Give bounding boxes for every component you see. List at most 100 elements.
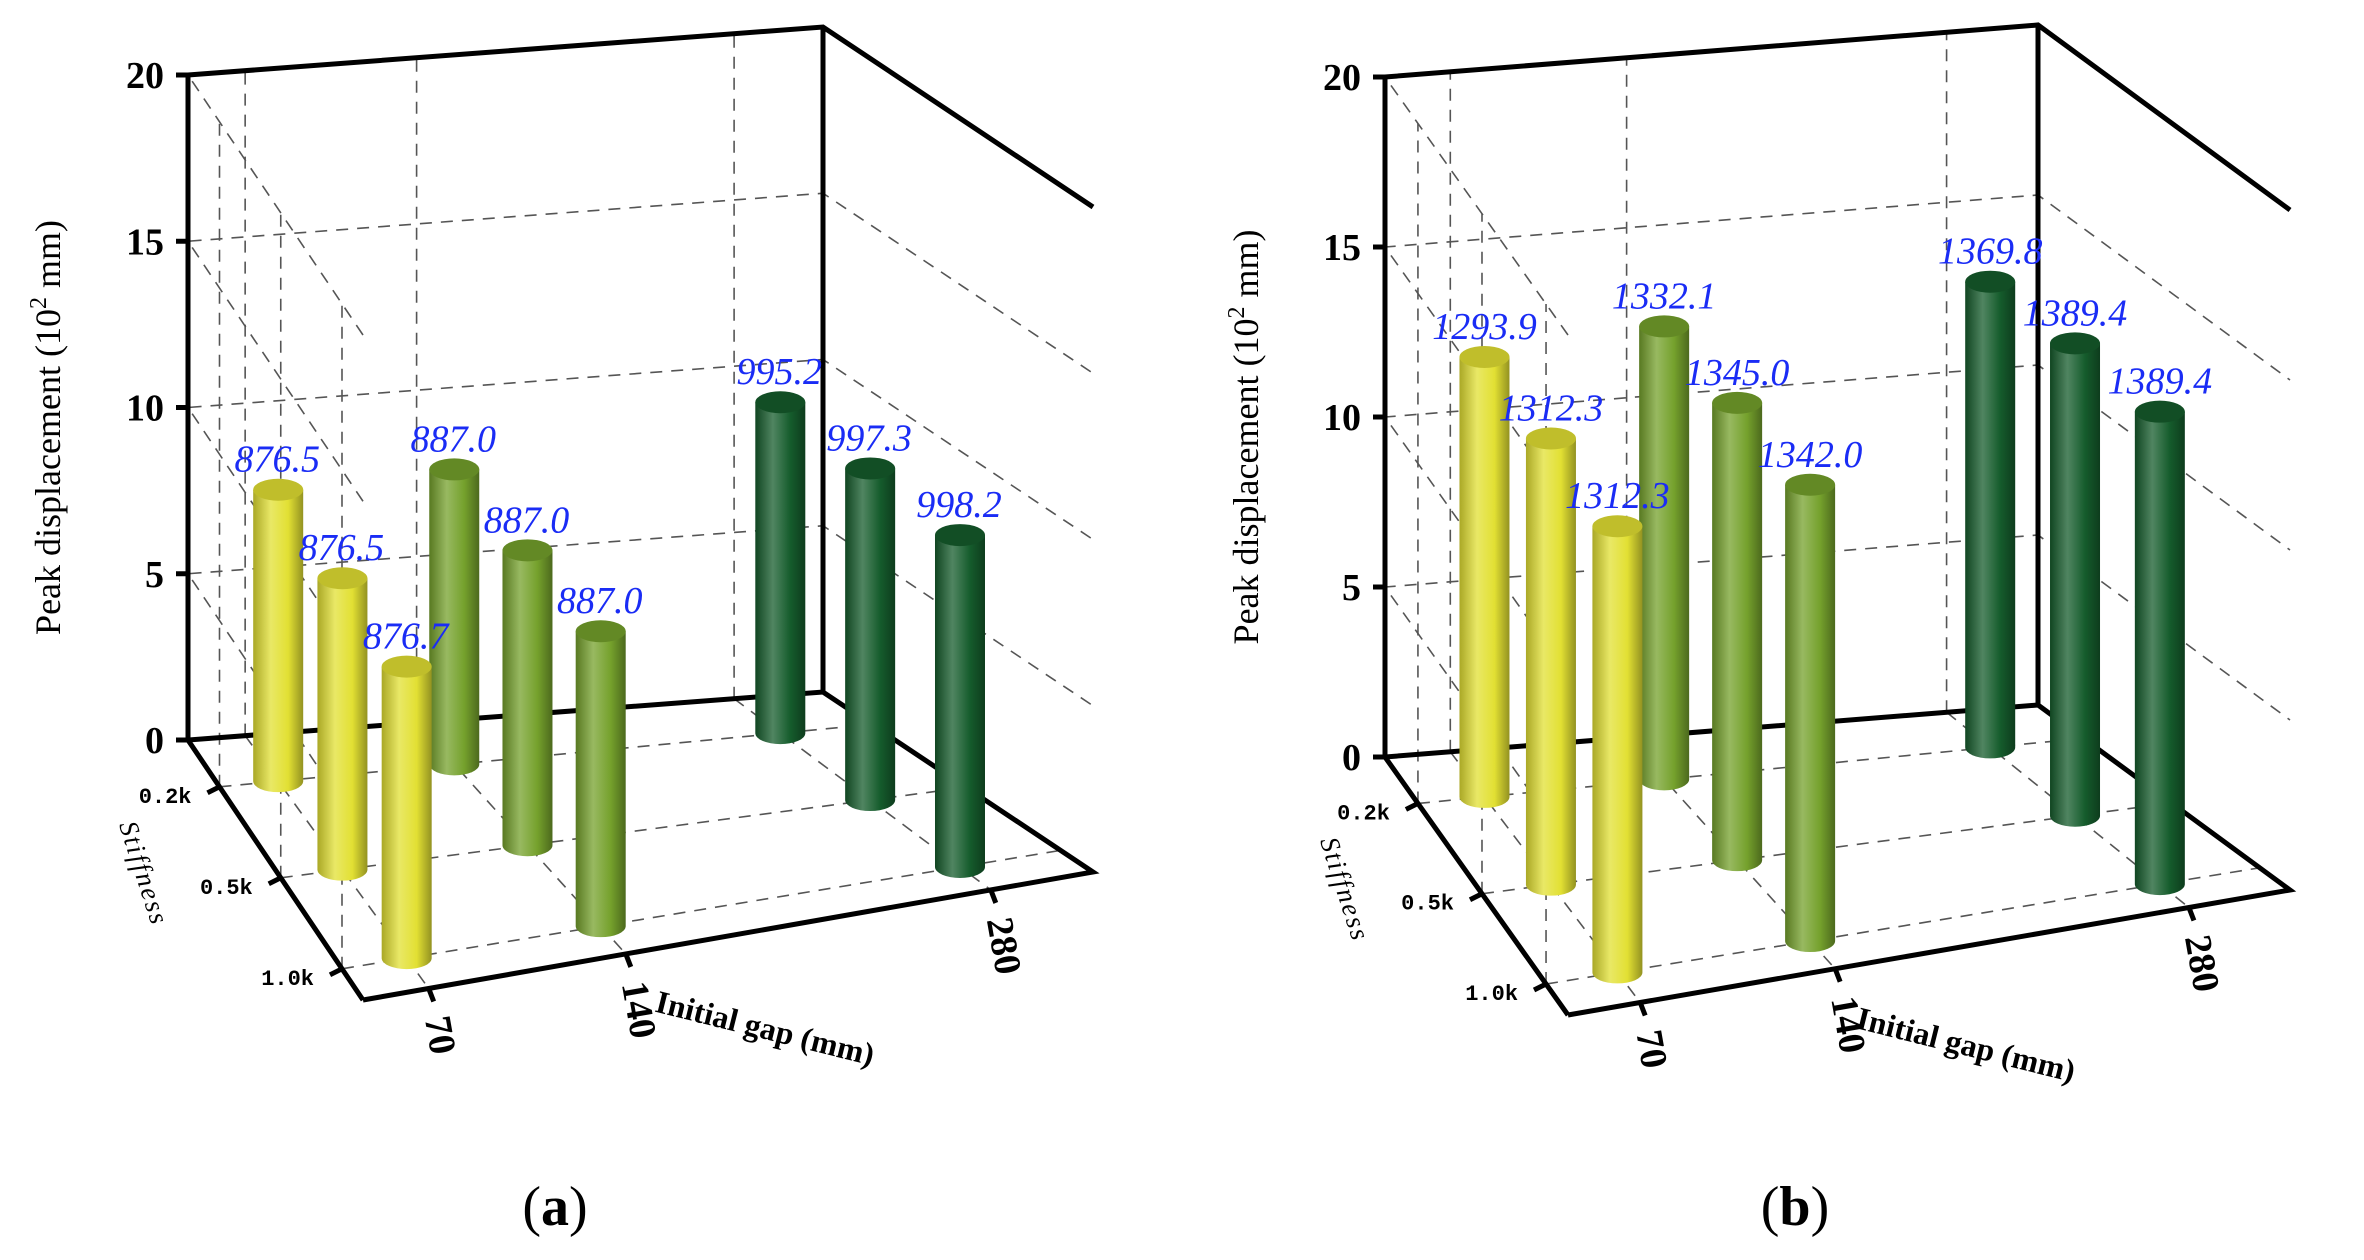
y-tick-label-15: 15	[1323, 227, 1361, 269]
data-label-70-0.5k: 876.5	[299, 527, 385, 569]
bar-cap-70-0.2k	[253, 478, 304, 501]
bar-140-1.0k	[1785, 473, 1836, 953]
data-label-70-1.0k: 876.7	[363, 616, 451, 658]
y-tick-label-20: 20	[1323, 57, 1361, 99]
bar-body-280-1.0k	[934, 535, 985, 878]
z-tick-mark-0	[206, 784, 221, 796]
bar-body-140-0.5k	[1712, 402, 1763, 872]
axis-frame	[176, 24, 1100, 1003]
data-label-280-0.5k: 1389.4	[2023, 292, 2128, 334]
y-title-unit-prefix: (10	[28, 309, 68, 357]
bar-body-70-1.0k	[381, 666, 432, 970]
bar-cap-280-1.0k	[934, 524, 985, 547]
panel-label: (a)	[522, 1176, 587, 1238]
bar-cap-280-0.5k	[2050, 332, 2101, 355]
bar-280-1.0k	[2134, 400, 2185, 896]
data-label-70-0.2k: 876.5	[234, 439, 320, 481]
bar-140-0.2k	[429, 458, 480, 776]
panel-label-letter: a	[541, 1176, 569, 1238]
bar-body-280-0.5k	[845, 468, 896, 812]
bar-body-280-0.2k	[755, 402, 806, 745]
z-tick-label-0.2k: 0.2k	[1337, 801, 1390, 826]
y-gridline-15	[186, 192, 1094, 502]
panel-label-close: )	[1811, 1176, 1830, 1238]
bar-body-140-0.2k	[429, 469, 480, 776]
panel-label-open: (	[1761, 1176, 1780, 1238]
bar-70-0.5k	[317, 567, 368, 881]
data-label-140-1.0k: 887.0	[557, 580, 643, 622]
z-tick-label-0.5k: 0.5k	[1401, 892, 1454, 917]
y-tick-label-10: 10	[126, 388, 164, 430]
bar-140-0.2k	[1639, 315, 1690, 791]
z-tick-label-1.0k: 1.0k	[1465, 982, 1518, 1007]
bar-cap-280-1.0k	[2134, 400, 2185, 423]
bar-cap-140-0.2k	[429, 458, 480, 481]
bar-cap-140-0.5k	[1712, 391, 1763, 414]
bar-280-0.5k	[845, 457, 896, 812]
bar-body-70-0.2k	[1459, 357, 1510, 808]
bar-body-140-1.0k	[1785, 484, 1836, 953]
x-tick-mark-2	[988, 889, 999, 904]
x-axis-title: Initial gap (mm)	[1853, 1000, 2079, 1089]
data-label-280-1.0k: 998.2	[916, 484, 1002, 526]
y-title-main: Peak displacement	[28, 357, 68, 635]
x-tick-mark-2	[2186, 906, 2197, 922]
y-title-unit-suffix: mm)	[28, 220, 68, 297]
bar-280-0.2k	[1965, 270, 2016, 759]
panel-label-open: (	[522, 1176, 541, 1238]
panel-label: (b)	[1761, 1176, 1829, 1238]
x-tick-label-280: 280	[978, 914, 1029, 977]
x-tick-label-140: 140	[613, 978, 664, 1041]
data-labels: 876.5 887.0 995.2 876.5 887.0 997.3 876.7 887.0…	[234, 351, 1001, 657]
bar-body-70-0.5k	[1525, 438, 1576, 896]
x-tick-label-140: 140	[1822, 993, 1873, 1056]
y-tick-label-15: 15	[126, 221, 164, 263]
panel-label-letter: b	[1779, 1176, 1810, 1238]
data-label-280-0.2k: 995.2	[737, 351, 823, 393]
x-tick-label-70: 70	[1627, 1027, 1675, 1072]
z-tick-mark-1	[1468, 891, 1484, 902]
y-title-unit-exp: 2	[26, 297, 52, 309]
z-tick-mark-0	[1404, 801, 1420, 812]
data-label-280-1.0k: 1389.4	[2108, 361, 2213, 403]
chart-panel-b: 0 5 10 15 20 Peak displacement (102 mm) 0.2k 0.…	[1224, 22, 2297, 1238]
bar-70-1.0k	[1592, 515, 1643, 984]
x-tick-mark-1	[1832, 967, 1843, 983]
z-axis-title: Stiffness	[113, 817, 175, 929]
y-tick-label-0: 0	[1342, 737, 1361, 779]
bar-body-140-0.2k	[1639, 326, 1690, 791]
cylinder-bars	[253, 391, 985, 970]
bar-cap-140-1.0k	[575, 620, 626, 643]
z-tick-mark-2	[1532, 981, 1548, 993]
data-labels: 1293.9 1332.1 1369.8 1312.3 1345.0 1389.4 1312…	[1432, 231, 2212, 518]
top-frame	[1384, 22, 2292, 213]
x-tick-mark-1	[623, 953, 634, 968]
y-title-unit-suffix: mm)	[1226, 230, 1266, 307]
bar-body-280-0.5k	[2050, 343, 2101, 827]
data-label-140-0.5k: 887.0	[484, 499, 570, 541]
bar-70-0.2k	[1459, 346, 1510, 808]
z-tick-mark-2	[328, 966, 344, 978]
floor-zgrid-2	[341, 849, 1061, 970]
bar-140-0.5k	[502, 539, 553, 857]
bar-140-1.0k	[575, 620, 626, 938]
x-tick-label-280: 280	[2176, 932, 2227, 995]
bar-cap-140-1.0k	[1785, 473, 1836, 496]
bar-cap-140-0.5k	[502, 539, 553, 562]
floor-zgrid-2	[1545, 867, 2260, 985]
y-tick-label-5: 5	[145, 554, 164, 596]
bar-70-1.0k	[381, 655, 432, 970]
bar-70-0.2k	[253, 478, 304, 793]
y-gridline-20	[186, 26, 1094, 336]
y-gridline-20	[1383, 24, 2291, 336]
x-tick-label-70: 70	[416, 1013, 464, 1058]
bar-cap-140-0.2k	[1639, 315, 1690, 338]
top-frame	[187, 24, 1095, 210]
bar-cap-280-0.2k	[1965, 270, 2016, 293]
z-axis-title: Stiffness	[1314, 833, 1376, 945]
bar-70-0.5k	[1525, 427, 1576, 896]
data-label-140-0.2k: 887.0	[411, 418, 497, 460]
panel-label-close: )	[569, 1176, 588, 1238]
data-label-140-0.2k: 1332.1	[1612, 275, 1717, 317]
